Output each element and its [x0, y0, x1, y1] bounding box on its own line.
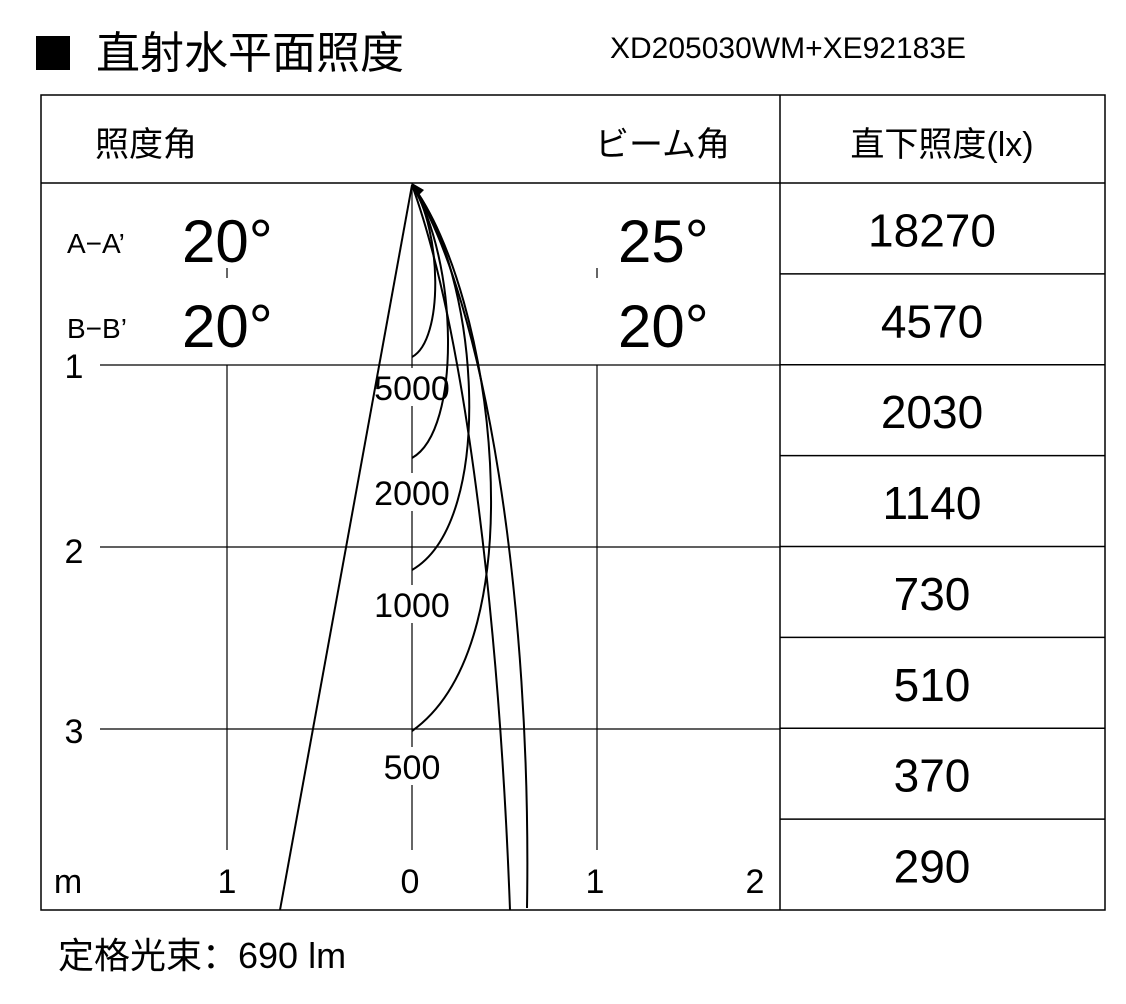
contour-label: 1000 — [374, 587, 450, 625]
unit-label: m — [54, 863, 82, 901]
width-label: 2 — [746, 863, 765, 901]
label-bg — [358, 585, 464, 623]
footer: 定格光束：690 lm — [58, 935, 346, 976]
contour-curve — [411, 184, 449, 459]
width-label: 0 — [401, 863, 420, 901]
beam-line — [279, 184, 413, 911]
contour-label: 500 — [384, 749, 441, 787]
angle-name: B−B’ — [67, 313, 127, 344]
frame — [40, 94, 1106, 911]
origin-arrow — [412, 183, 424, 196]
depth-label: 1 — [65, 348, 84, 386]
column-header: 直下照度(lx) — [850, 126, 1033, 164]
light-curves — [279, 183, 529, 911]
model: XD205030WM+XE92183E — [610, 32, 966, 65]
depth-label: 3 — [65, 713, 84, 751]
illuminance-angle: 20° — [182, 293, 273, 360]
direct-illuminance: 4570 — [881, 295, 983, 347]
beam-angle: 25° — [618, 208, 709, 275]
depth-label: 2 — [65, 533, 84, 571]
grid — [100, 183, 780, 850]
direct-illuminance: 730 — [894, 568, 971, 620]
direct-illuminance: 370 — [894, 750, 971, 802]
contour-curve — [411, 184, 492, 732]
beam-angle: 20° — [618, 293, 709, 360]
direct-illuminance: 1140 — [883, 477, 982, 529]
contour-label: 2000 — [374, 475, 450, 513]
direct-illuminance: 290 — [894, 841, 971, 893]
angle-name: A−A’ — [67, 228, 125, 259]
beam-curve — [411, 184, 511, 911]
label-bg — [370, 747, 454, 785]
illuminance-angle: 20° — [182, 208, 273, 275]
illuminance-rows: 18270 4570 2030 1140 730 510 370 290 — [780, 204, 1105, 893]
direct-illuminance: 2030 — [881, 386, 983, 438]
beam-curve — [411, 184, 529, 909]
column-header: ビーム角 — [595, 126, 730, 164]
label-bg — [358, 473, 464, 511]
title-square — [36, 36, 70, 70]
contour-label: 5000 — [374, 370, 450, 408]
width-label: 1 — [586, 863, 605, 901]
column-header: 照度角 — [95, 126, 197, 164]
width-label: 1 — [218, 863, 237, 901]
direct-illuminance: 18270 — [868, 204, 996, 256]
contour-curve — [411, 184, 437, 358]
title: 直射水平面照度 — [96, 29, 404, 78]
direct-illuminance: 510 — [894, 659, 971, 711]
